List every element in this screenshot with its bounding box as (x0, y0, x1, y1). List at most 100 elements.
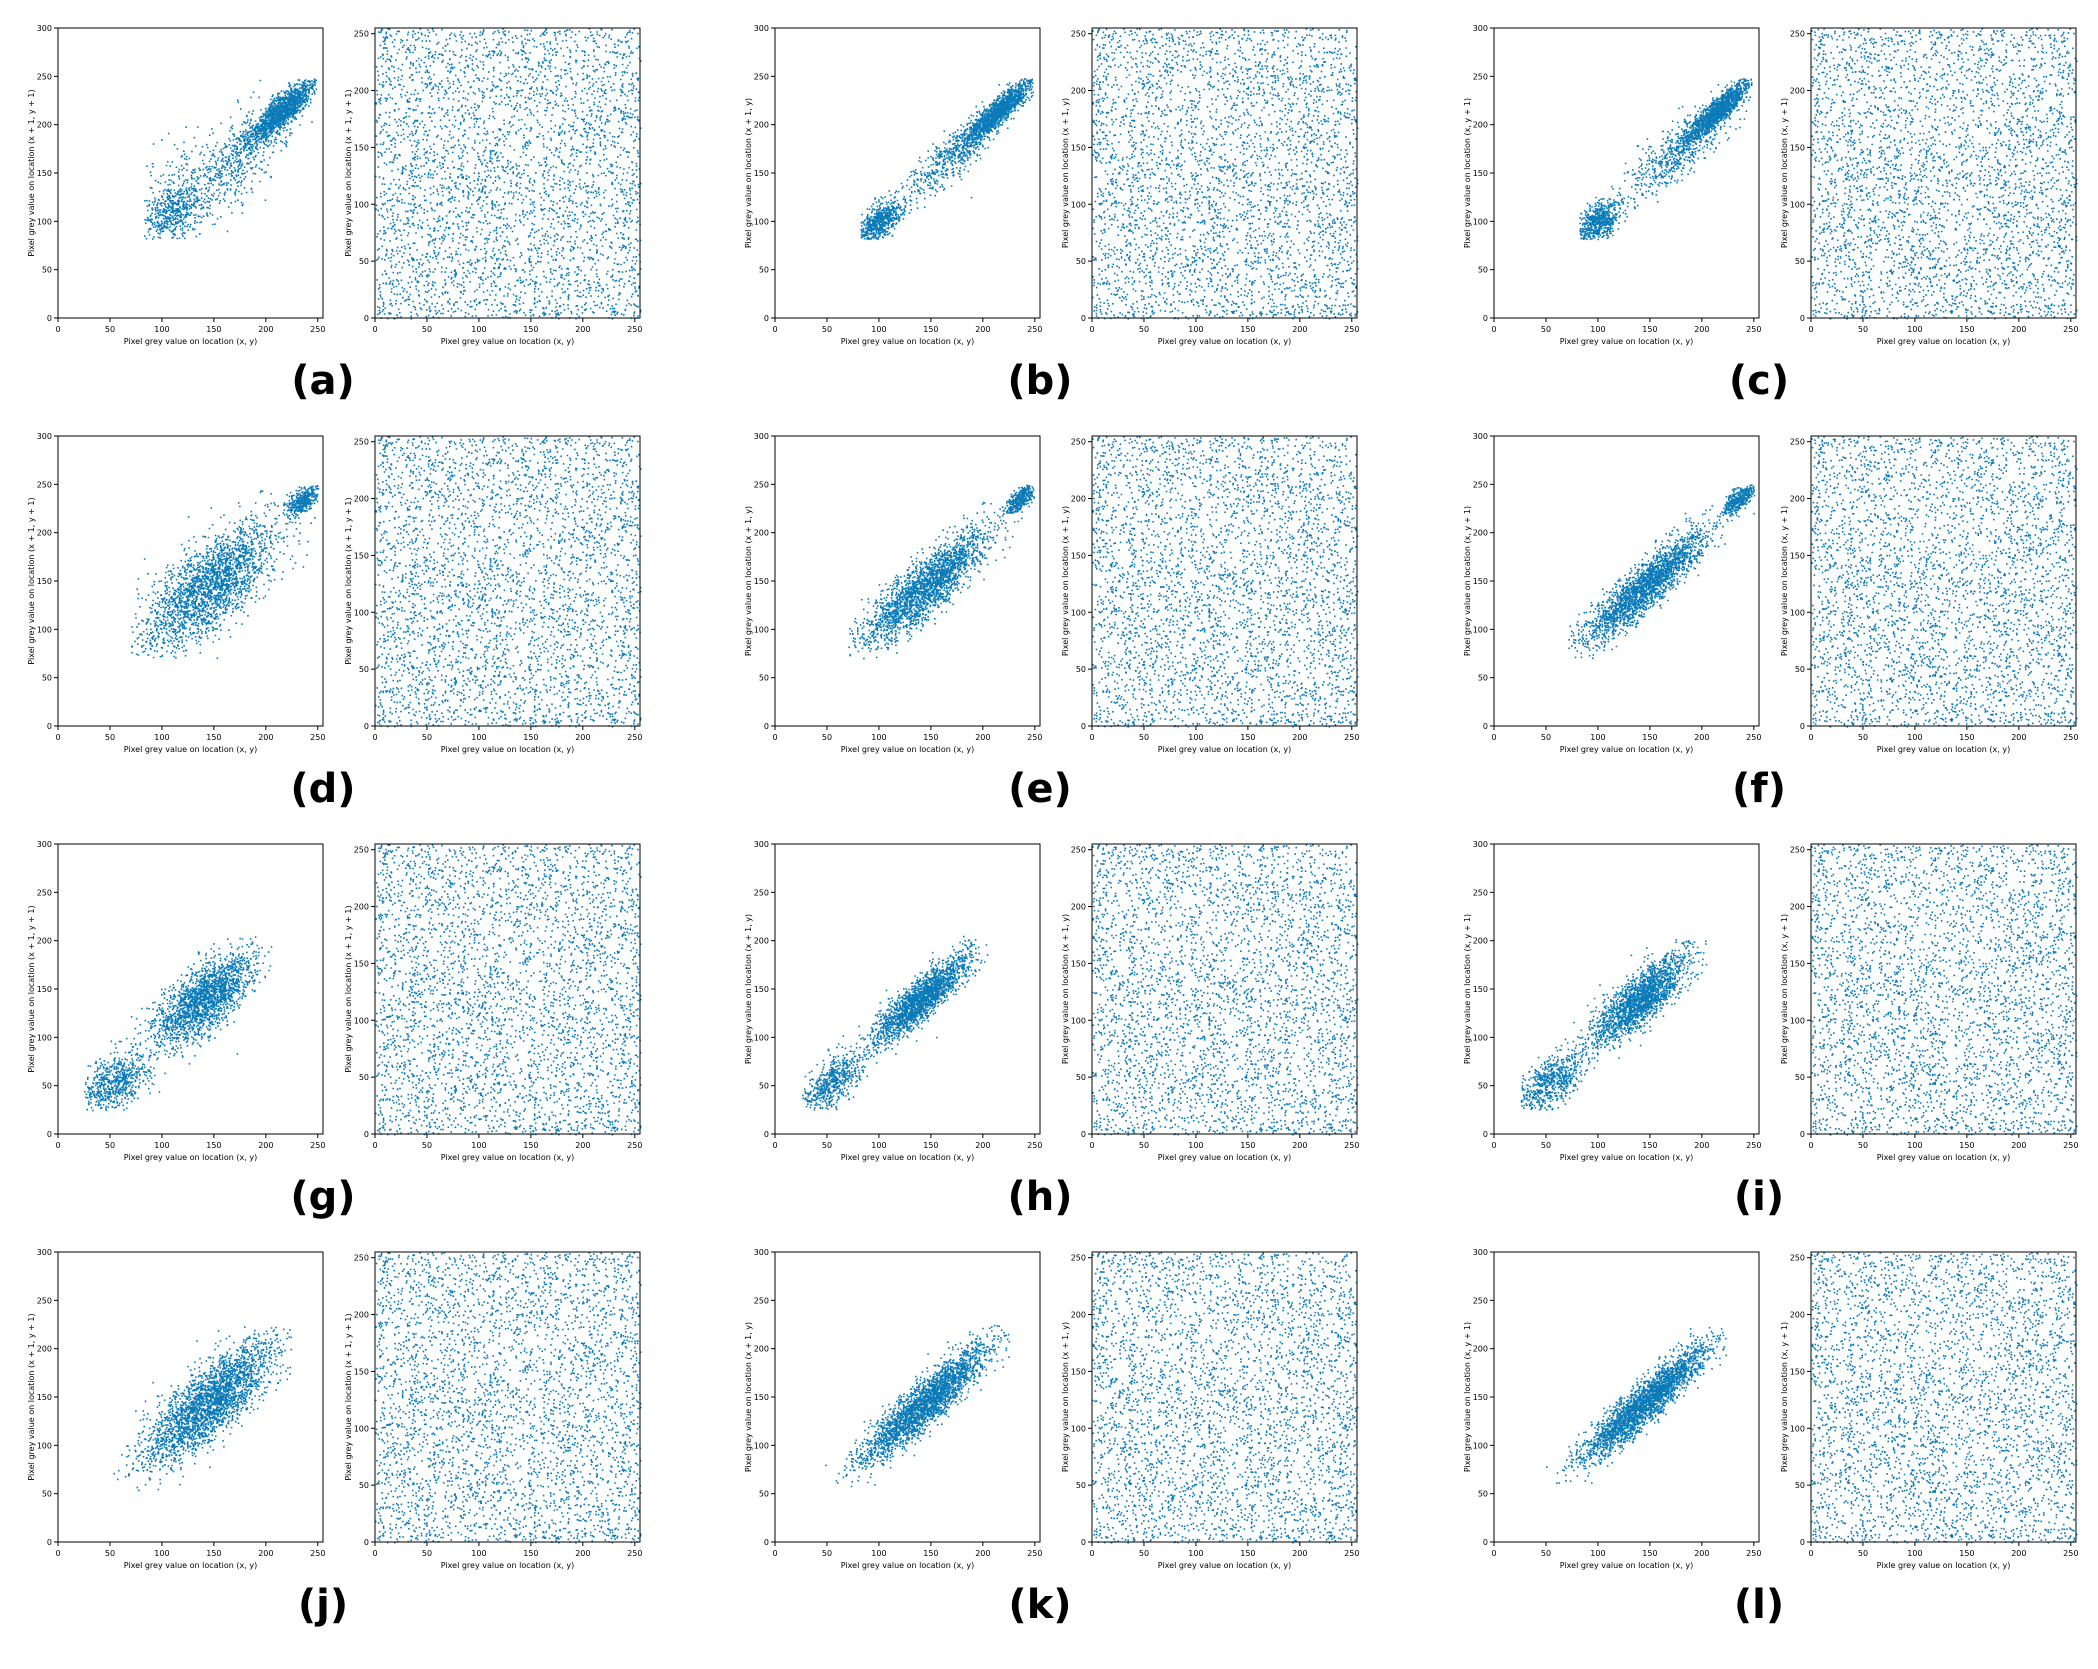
x-tick-label: 50 (105, 1141, 115, 1150)
panel-label: (e) (1008, 766, 1072, 812)
y-tick-label: 0 (47, 1538, 52, 1547)
y-tick-label: 50 (759, 266, 769, 275)
y-tick-label: 300 (37, 432, 52, 441)
scatter-plot: 0 50 100 150 200 250 0 50 100 150 200 250 300 Pixel g… (1463, 840, 1761, 1162)
scatter-points (375, 1252, 642, 1544)
scatter-plot: 0 50 100 150 200 250 0 50 100 150 200 250 300 Pixel g… (1463, 24, 1761, 346)
x-tick-label: 150 (1959, 1141, 1974, 1150)
x-tick-label: 100 (1188, 1141, 1203, 1150)
scatter-point-set (1811, 1252, 2078, 1544)
x-tick-label: 250 (310, 325, 325, 334)
x-tick-label: 100 (871, 1549, 886, 1558)
y-tick-label: 200 (1071, 87, 1086, 96)
x-tick-label: 50 (1541, 733, 1551, 742)
x-tick-label: 50 (1858, 1549, 1868, 1558)
x-tick-label: 0 (372, 733, 377, 742)
x-axis-label: Pixel grey value on location (x, y) (841, 1561, 974, 1570)
x-tick-label: 100 (1907, 325, 1922, 334)
scatter-points (1092, 28, 1359, 320)
y-tick-label: 150 (37, 169, 52, 178)
plot-frame (1091, 1251, 1358, 1543)
scatter-points (84, 936, 273, 1112)
x-tick-label: 0 (1808, 1141, 1813, 1150)
plot-frame (57, 435, 324, 727)
y-tick-label: 200 (37, 1345, 52, 1354)
y-tick-label: 250 (1071, 438, 1086, 447)
y-tick-label: 0 (47, 314, 52, 323)
y-tick-label: 0 (764, 1538, 769, 1547)
y-tick-label: 0 (364, 722, 369, 731)
y-tick-label: 100 (1071, 1016, 1086, 1025)
scatter-plot: 0 50 100 150 200 250 0 50 100 150 200 250 Pixel grey… (1061, 435, 1359, 754)
y-tick-label: 150 (37, 1393, 52, 1402)
scatter-plot: 0 50 100 150 200 250 0 50 100 150 200 250 300 Pixel g… (744, 1248, 1042, 1570)
y-tick-label: 100 (1473, 1033, 1488, 1042)
y-axis-label: Pixel grey value on location (x + 1, y) (1061, 914, 1070, 1064)
scatter-points (131, 485, 320, 659)
scatter-point-set (1579, 78, 1753, 241)
x-tick-label: 250 (1027, 325, 1042, 334)
y-tick-label: 250 (1473, 1296, 1488, 1305)
x-tick-label: 100 (871, 733, 886, 742)
scatter-points (1811, 436, 2078, 728)
scatter-point-set (1092, 28, 1359, 320)
x-tick-label: 50 (822, 733, 832, 742)
x-tick-label: 250 (1746, 1549, 1761, 1558)
x-tick-label: 250 (1746, 325, 1761, 334)
x-axis-label: Pixel grey value on location (x, y) (1158, 745, 1291, 754)
panel-label: (d) (290, 766, 355, 812)
x-tick-label: 250 (1027, 1549, 1042, 1558)
plot-frame (774, 435, 1041, 727)
y-tick-label: 150 (354, 1367, 369, 1376)
x-tick-label: 100 (154, 325, 169, 334)
y-tick-label: 0 (1800, 1130, 1805, 1139)
y-tick-label: 200 (37, 121, 52, 130)
x-axis-label: Pixel grey value on location (x, y) (1560, 1153, 1693, 1162)
y-tick-label: 100 (1473, 1441, 1488, 1450)
y-tick-label: 250 (1790, 1254, 1805, 1263)
x-tick-label: 200 (1694, 1141, 1709, 1150)
y-tick-label: 50 (1478, 1490, 1488, 1499)
x-tick-label: 150 (923, 1141, 938, 1150)
x-tick-label: 200 (258, 1141, 273, 1150)
y-tick-label: 150 (37, 577, 52, 586)
scatter-point-set (375, 436, 642, 728)
x-tick-label: 150 (1959, 733, 1974, 742)
x-axis-label: Pixel grey value on location (x, y) (124, 1153, 257, 1162)
y-tick-label: 0 (1081, 722, 1086, 731)
y-tick-label: 50 (1795, 1481, 1805, 1490)
x-tick-label: 100 (1590, 733, 1605, 742)
x-tick-label: 0 (1491, 733, 1496, 742)
y-tick-label: 250 (1071, 1254, 1086, 1263)
x-tick-label: 200 (975, 325, 990, 334)
x-axis-label: Pixel grey value on location (x, y) (841, 745, 974, 754)
y-axis-label: Pixel grey value on location (x + 1, y +… (27, 497, 36, 664)
x-tick-label: 50 (1139, 733, 1149, 742)
x-tick-label: 250 (310, 733, 325, 742)
x-tick-label: 100 (1590, 325, 1605, 334)
y-axis-label: Pixel grey value on location (x, y + 1) (1780, 914, 1789, 1064)
x-tick-label: 250 (627, 1549, 642, 1558)
scatter-point-set (113, 1326, 293, 1492)
y-tick-label: 250 (1790, 846, 1805, 855)
y-tick-label: 250 (1473, 480, 1488, 489)
x-tick-label: 100 (471, 325, 486, 334)
x-tick-label: 200 (258, 325, 273, 334)
y-tick-label: 0 (1483, 1538, 1488, 1547)
y-tick-label: 100 (1790, 608, 1805, 617)
y-tick-label: 50 (1076, 1481, 1086, 1490)
panel-label: (a) (291, 358, 355, 404)
scatter-points (848, 484, 1035, 660)
plot-frame (374, 435, 641, 727)
x-tick-label: 150 (206, 325, 221, 334)
y-tick-label: 100 (1071, 200, 1086, 209)
y-tick-label: 50 (42, 674, 52, 683)
x-tick-label: 50 (105, 325, 115, 334)
y-tick-label: 150 (1071, 143, 1086, 152)
y-tick-label: 250 (37, 480, 52, 489)
x-tick-label: 50 (1139, 325, 1149, 334)
y-tick-label: 300 (1473, 24, 1488, 33)
y-tick-label: 100 (1790, 200, 1805, 209)
y-tick-label: 150 (354, 143, 369, 152)
